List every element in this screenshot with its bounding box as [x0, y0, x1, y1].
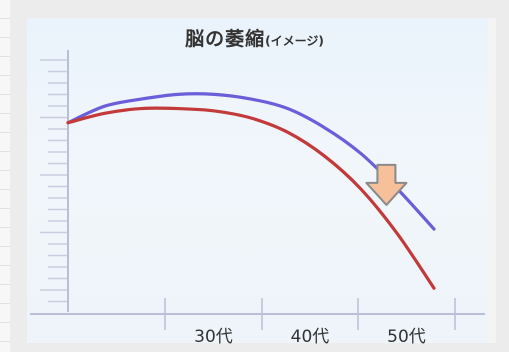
series-layer: [66, 92, 436, 290]
x-tick-label: 40代: [291, 327, 330, 347]
x-tick-label: 50代: [387, 327, 426, 347]
series-line-upper: [66, 92, 436, 231]
down-arrow-icon: [365, 163, 408, 206]
chart-title-block: 脳の萎縮(イメージ): [0, 24, 509, 51]
x-tick-label: 30代: [194, 327, 233, 347]
ruled-margin: [0, 0, 10, 352]
y-axis-ticks: [40, 59, 68, 303]
x-tick-labels: 30代 40代 50代: [194, 327, 426, 347]
series-line-lower: [66, 106, 436, 290]
chart-panel: [27, 18, 496, 343]
chart-subtitle: (イメージ): [265, 34, 324, 48]
chart-title: 脳の萎縮: [185, 28, 266, 50]
x-axis-ticks: [164, 298, 456, 330]
annotation-layer: [365, 163, 408, 206]
